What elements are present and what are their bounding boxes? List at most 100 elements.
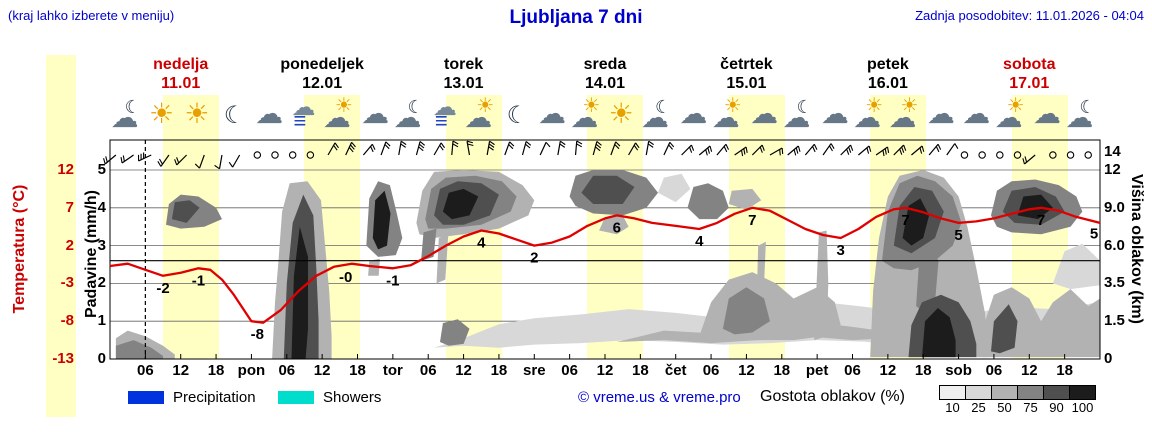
legend-showers: Showers [278,389,381,406]
icon-glyph: ☁ [782,102,811,133]
day-header-torek: torek 13.01 [393,55,534,93]
sun-icon: ☀ [181,96,215,138]
time-label-06: 06 [137,362,154,379]
icon-glyph: ☁ [361,98,390,129]
density-tick-10: 10 [945,400,960,415]
cloud-areas [115,170,1101,359]
cloud-icon: ☁ [747,96,781,138]
svg-text:-8: -8 [251,326,264,343]
reference-lines [110,140,1100,359]
precip-tick: 5 [97,161,106,178]
cloud-icon: ☁ [818,96,852,138]
icon-glyph: ≡ [293,108,307,133]
day-name: sobota [1003,56,1056,73]
moon-icon: ☾ [217,96,251,138]
precipitation-label: Precipitation [173,389,256,406]
time-label-06: 06 [844,362,861,379]
svg-text:5: 5 [1090,225,1098,242]
icon-glyph: ☁ [820,98,849,129]
cloud-sun-icon: ☀ ☁ [853,96,887,138]
time-label-06: 06 [278,362,296,379]
time-label-čet: čet [664,362,687,379]
icon-glyph: ☁ [464,102,493,133]
temperature-point-labels: -2 -1 -8 -0 -1 4 2 6 4 7 3 7 5 7 5 [156,212,1098,343]
stratus-icon: ☁ ≡ [287,96,321,138]
temp-tick: -13 [52,350,74,367]
icon-glyph: ☁ [888,102,917,133]
cloud-tick: 12 [1104,161,1121,178]
cloud-icon: ☁ [924,96,958,138]
svg-text:6: 6 [613,219,621,236]
icon-glyph: ☾ [1079,97,1096,117]
cloud-sun-icon: ☀ ☁ [570,96,604,138]
icon-glyph: ☁ [641,102,670,133]
time-label-pon: pon [237,362,266,379]
day-header-sreda: sreda 14.01 [534,55,675,93]
time-label-12: 12 [313,362,331,379]
svg-text:7: 7 [1037,212,1045,229]
cloud-density-scale: 10 25 50 75 90 100 [939,385,1096,415]
day-date: 12.01 [302,75,343,92]
day-header-četrtek: četrtek 15.01 [676,55,817,93]
day-header-petek: petek 16.01 [817,55,958,93]
cloud-icon: ☁ [535,96,569,138]
density-tick-100: 100 [1071,400,1094,415]
cloud-moon-icon: ☾ ☁ [394,96,428,138]
precipitation-swatch [128,391,164,404]
cloud-icon: ☁ [252,96,286,138]
left-axis-strip [46,55,76,417]
precip-tick: 3 [97,236,106,254]
svg-text:5: 5 [954,227,962,244]
svg-text:7: 7 [901,212,909,229]
svg-text:4: 4 [695,233,704,250]
sun-icon: ☀ [606,96,640,138]
day-name: sreda [583,56,627,73]
icon-glyph: ☁ [393,102,422,133]
icon-glyph: ≡ [434,108,448,133]
time-label-06: 06 [561,362,578,379]
location-menu-hint: (kraj lahko izberete v meniju) [8,8,175,23]
wind-barbs [103,140,1092,170]
icon-glyph: ☾ [407,97,424,117]
cloud-tick: 1.5 [1104,312,1125,330]
day-header-sobota: sobota 17.01 [959,55,1100,93]
time-label-18: 18 [632,362,649,379]
density-swatch-100 [1069,385,1096,400]
icon-glyph: ☾ [655,97,672,117]
icon-glyph: ☁ [432,94,457,121]
temp-tick: 2 [65,236,74,254]
svg-text:-2: -2 [156,280,169,297]
icon-glyph: ☀ [865,95,884,117]
day-date: 16.01 [867,75,908,92]
density-tick-50: 50 [997,400,1012,415]
credit-link[interactable]: © vreme.us & vreme.pro [578,389,741,406]
icon-glyph: ☁ [926,98,955,129]
svg-text:-1: -1 [192,272,205,289]
time-label-18: 18 [207,362,225,379]
time-label-18: 18 [914,362,932,379]
icon-glyph: ☁ [679,98,708,129]
sun-icon: ☀ [146,96,180,138]
precip-tick: 4 [97,198,106,216]
svg-text:7: 7 [748,212,756,229]
cloud-icon: ☁ [1030,96,1064,138]
density-swatch-75 [1017,385,1044,400]
density-tick-90: 90 [1049,400,1064,415]
time-label-12: 12 [738,362,755,379]
legend-precipitation: Precipitation [128,389,256,406]
density-scale-labels: 10 25 50 75 90 100 [940,400,1096,415]
cloud-moon-icon: ☾ ☁ [111,96,145,138]
svg-text:-1: -1 [386,272,399,289]
icon-glyph: ☁ [255,98,284,129]
cloud-sun-icon: ☀ ☁ [889,96,923,138]
cloud-moon-icon: ☾ ☁ [782,96,816,138]
icon-glyph: ☀ [1006,95,1025,117]
icon-glyph: ☁ [1032,98,1061,129]
day-header-nedelja: nedelja 11.01 [110,55,251,93]
icon-glyph: ☾ [796,97,813,117]
icon-glyph: ☀ [900,95,919,117]
svg-text:4: 4 [477,234,486,251]
time-label-tor: tor [382,362,403,379]
